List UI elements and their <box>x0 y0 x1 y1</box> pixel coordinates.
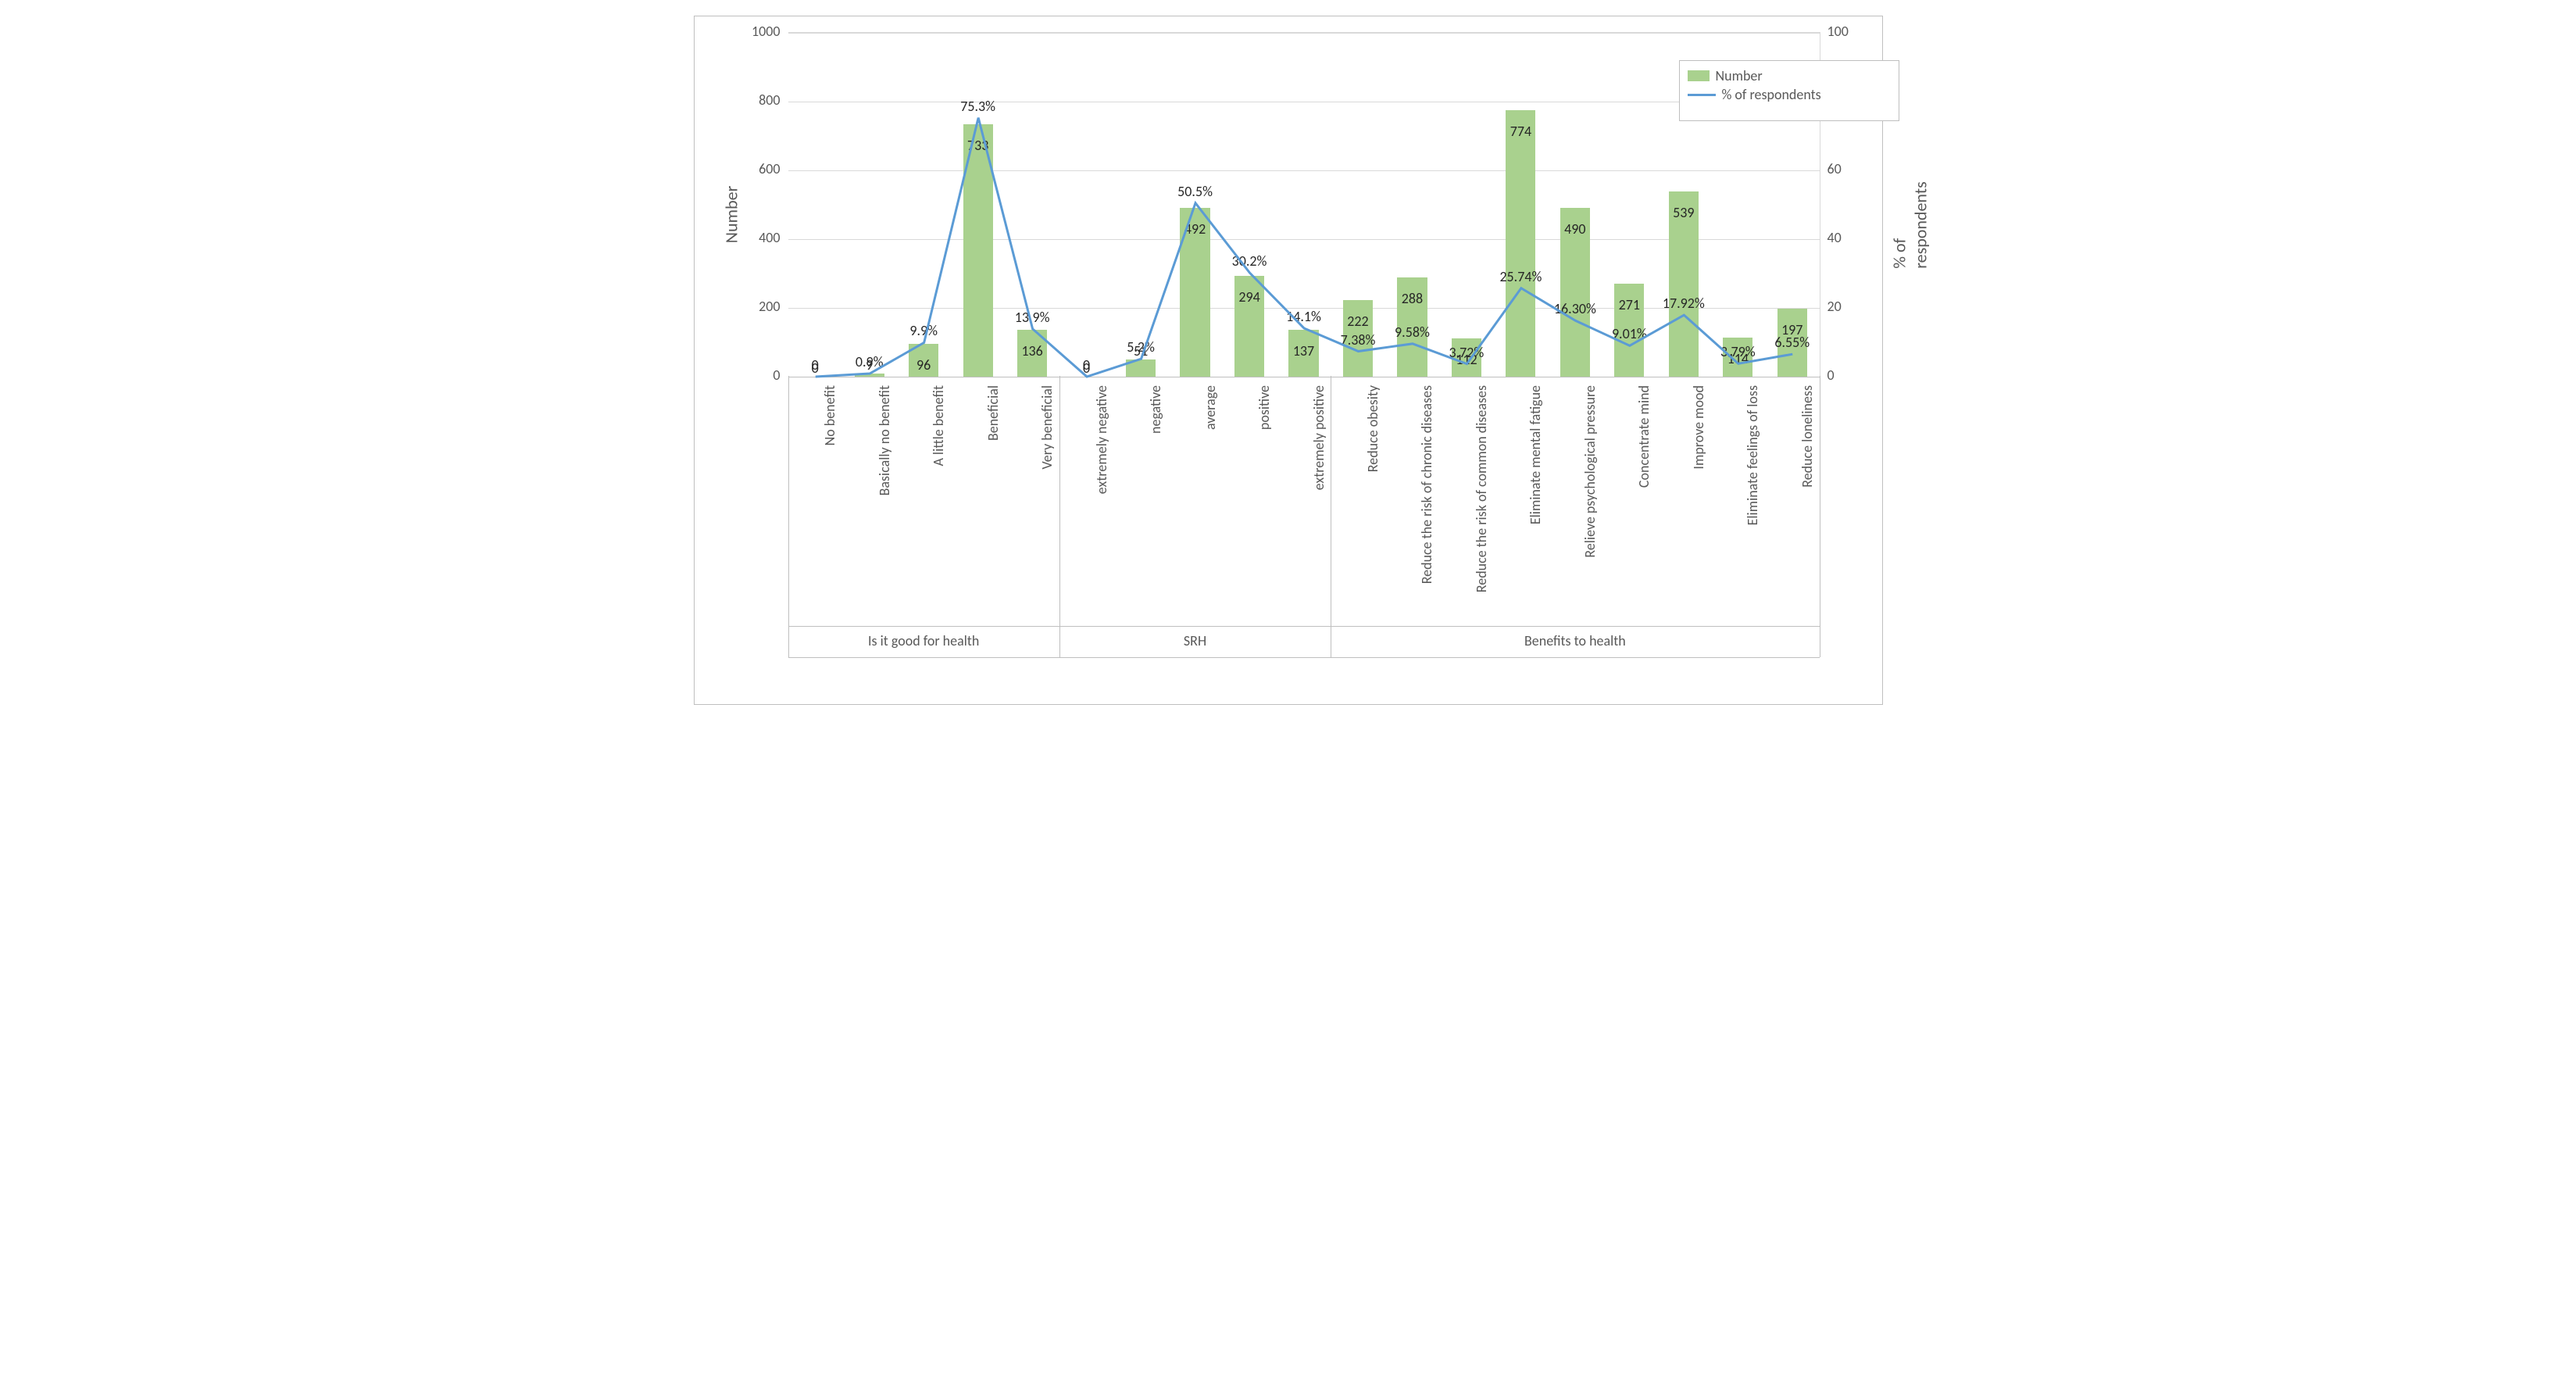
category-label: Beneficial <box>984 385 1002 441</box>
category-label: A little benefit <box>930 385 947 467</box>
group-label: Benefits to health <box>1331 632 1819 649</box>
category-label: Reduce the risk of common diseases <box>1473 385 1490 592</box>
category-label: average <box>1202 385 1219 430</box>
y-left-axis-title: Number <box>720 186 741 244</box>
category-label: Reduce the risk of chronic diseases <box>1418 385 1435 584</box>
group-divider-line <box>788 626 1820 627</box>
category-label: positive <box>1256 385 1273 430</box>
y-right-tick: 20 <box>1827 298 1842 315</box>
category-label: Reduce obesity <box>1364 385 1381 472</box>
legend-swatch <box>1688 70 1710 81</box>
group-bottom-line <box>788 657 1820 658</box>
y-left-tick: 800 <box>734 91 781 109</box>
y-left-tick: 200 <box>734 298 781 315</box>
category-label: Relieve psychological pressure <box>1581 385 1599 558</box>
category-label: No benefit <box>821 385 838 445</box>
group-label: SRH <box>1059 632 1331 649</box>
category-label: Improve mood <box>1690 385 1707 470</box>
y-right-tick: 40 <box>1827 229 1842 246</box>
category-label: extremely negative <box>1093 385 1110 494</box>
legend-label: % of respondents <box>1722 86 1821 103</box>
category-label: Reduce loneliness <box>1799 385 1816 488</box>
legend: Number % of respondents <box>1679 60 1899 121</box>
group-label: Is it good for health <box>788 632 1059 649</box>
y-left-tick: 0 <box>734 367 781 384</box>
legend-item: % of respondents <box>1688 86 1891 103</box>
category-label: Concentrate mind <box>1635 385 1652 488</box>
category-label: Eliminate feelings of loss <box>1744 385 1761 525</box>
category-label: Eliminate mental fatigue <box>1527 385 1544 524</box>
category-label: extremely positive <box>1310 385 1327 490</box>
legend-line <box>1688 94 1716 96</box>
category-label: negative <box>1147 385 1164 434</box>
group-separator <box>1059 376 1060 657</box>
plot-area: 0090.9%969.9%73375.3%13613.9%00515.2%492… <box>788 32 1820 377</box>
line-series <box>788 33 1820 377</box>
group-separator <box>788 376 789 657</box>
health-benefit-chart: 0090.9%969.9%73375.3%13613.9%00515.2%492… <box>694 16 1883 705</box>
category-label: Basically no benefit <box>876 385 893 495</box>
y-left-tick: 1000 <box>734 23 781 40</box>
category-label: Very beneficial <box>1038 385 1056 470</box>
y-right-tick: 60 <box>1827 160 1842 177</box>
y-right-tick: 100 <box>1827 23 1849 40</box>
legend-label: Number <box>1716 67 1763 84</box>
y-left-tick: 600 <box>734 160 781 177</box>
y-right-axis-title: % of respondents <box>1888 181 1931 268</box>
y-right-tick: 0 <box>1827 367 1835 384</box>
legend-item: Number <box>1688 67 1891 84</box>
